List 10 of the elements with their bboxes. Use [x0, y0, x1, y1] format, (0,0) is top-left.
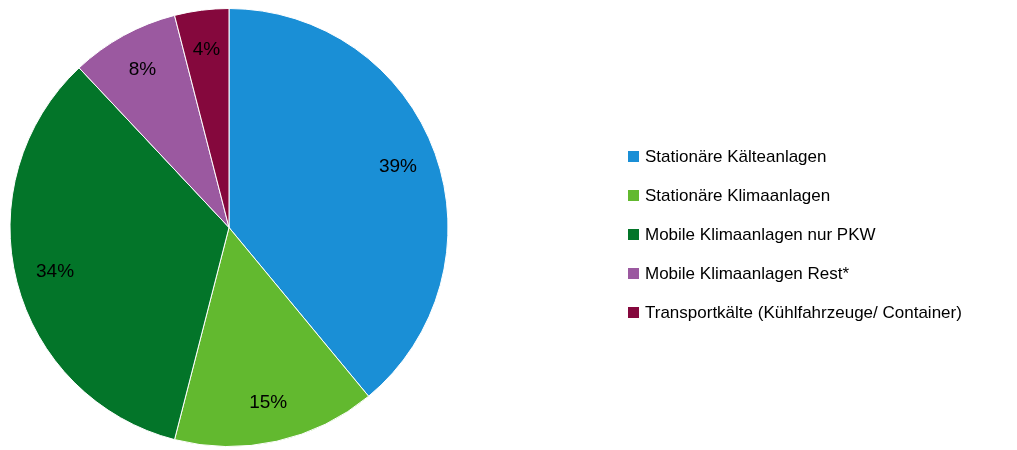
legend-label: Stationäre Klimaanlagen — [645, 185, 831, 206]
data-label: 34% — [36, 260, 75, 282]
data-label: 4% — [192, 37, 221, 59]
data-label: 15% — [249, 390, 288, 412]
legend-label: Mobile Klimaanlagen nur PKW — [645, 224, 876, 245]
data-label: 39% — [378, 154, 418, 176]
data-label: 8% — [128, 58, 157, 80]
legend-label: Transportkälte (Kühlfahrzeuge/ Container) — [645, 302, 962, 323]
legend-label: Mobile Klimaanlagen Rest* — [645, 263, 850, 284]
legend-label: Stationäre Kälteanlagen — [645, 146, 827, 167]
